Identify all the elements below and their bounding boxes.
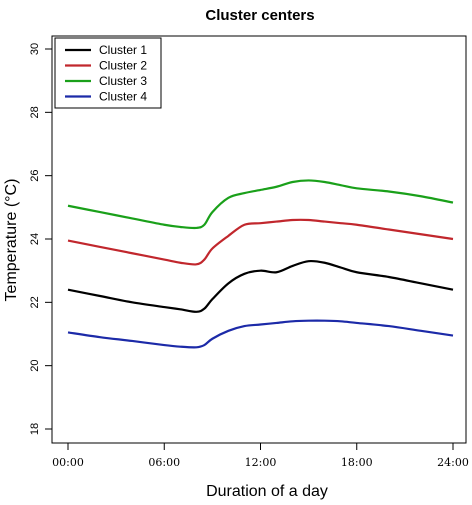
legend-label-cluster-4: Cluster 4 (99, 90, 147, 104)
series-line-cluster-3 (67, 179, 454, 230)
y-axis-label: Temperature (°C) (3, 179, 20, 302)
y-tick-label: 28 (29, 106, 41, 118)
legend-label-cluster-1: Cluster 1 (99, 43, 147, 57)
y-tick-label: 18 (29, 423, 41, 435)
y-tick-label: 24 (29, 233, 41, 245)
x-tick-label: 24:00 (437, 456, 469, 469)
y-tick-label: 20 (29, 360, 41, 372)
y-tick-label: 26 (29, 170, 41, 182)
series-line-cluster-2 (67, 218, 454, 266)
x-tick-label: 06:00 (148, 456, 180, 469)
x-tick-label: 00:00 (52, 456, 84, 469)
series-line-cluster-1 (67, 259, 454, 313)
y-tick-label: 22 (29, 296, 41, 308)
y-tick-label: 30 (29, 43, 41, 55)
legend-label-cluster-2: Cluster 2 (99, 59, 147, 73)
chart-title: Cluster centers (205, 7, 314, 24)
x-axis: 00:00 06:00 12:00 18:00 24:00 (52, 442, 469, 469)
series-layer (67, 179, 454, 349)
x-tick-label: 12:00 (245, 456, 277, 469)
series-line-cluster-4 (67, 319, 454, 349)
y-axis: 18 20 22 24 26 28 30 (29, 43, 53, 435)
x-axis-label: Duration of a day (206, 483, 328, 500)
x-tick-label: 18:00 (341, 456, 373, 469)
legend-label-cluster-3: Cluster 3 (99, 74, 147, 88)
